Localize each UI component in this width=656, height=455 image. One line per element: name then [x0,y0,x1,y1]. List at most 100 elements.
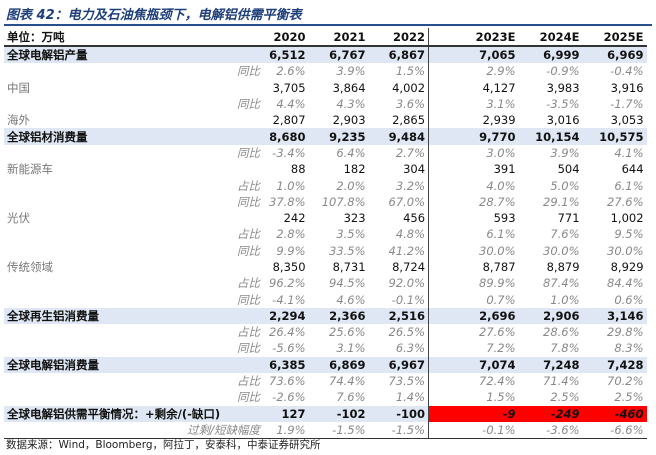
cell-value: 8,350 [272,260,306,274]
table-row: 同比 -2.6% 7.6% 1.4% 1.5% 2.5% 2.5% [4,389,647,406]
table-row: 光伏 242 323 456 593 771 1,002 [4,209,647,227]
cell-value: 2,294 [266,307,309,325]
table-row: 全球电解铝消费量 6,385 6,869 6,967 7,074 7,248 7,428 [4,356,647,373]
table-row: 占比 73.6% 74.4% 73.5% 72.4% 71.4% 70.2% [4,372,647,390]
row-label: 占比 [237,374,260,389]
cell-value: 4.8% [395,227,426,242]
cell-value: 304 [403,162,426,177]
year-header: 2022 [368,28,429,47]
cell-value: 2,939 [428,112,519,129]
cell-value: 2,366 [308,307,369,325]
cell-value: 25.6% [329,325,366,340]
cell-value: 8.3% [614,341,644,356]
cell-value: 8,787 [428,258,519,276]
cell-value: 3.1% [428,95,519,113]
cell-value: 9.5% [614,227,644,242]
cell-value: 7.2% [428,340,519,357]
cell-value: 71.4% [543,374,580,389]
cell-value: 0.6% [614,292,644,307]
row-label: 同比 [237,97,260,112]
table-row: 同比 37.8% 107.8% 67.0% 28.7% 29.1% 27.6% [4,193,647,210]
cell-value: 2,516 [368,307,429,325]
cell-value: 26.5% [388,325,426,340]
cell-value: 74.4% [329,374,366,389]
cell-value: 41.2% [388,243,426,258]
cell-value: 2.6% [276,64,306,79]
table-row: 同比 9.9% 33.5% 41.2% 30.0% 30.0% 30.0% [4,242,647,259]
row-label: 传统领域 [7,260,53,274]
cell-value: -0.9% [546,64,580,79]
cell-value: 33.5% [329,243,366,258]
row-label: 同比 [237,341,260,356]
row-label: 同比 [237,64,260,79]
cell-value: 4.6% [336,292,366,307]
cell-value: 2,903 [332,113,366,128]
cell-value: 4.0% [428,177,519,194]
cell-value: 3,016 [546,113,580,128]
cell-value: -1.5% [308,421,369,440]
cell-value: 30.0% [607,243,644,258]
cell-value: 30.0% [543,243,580,258]
cell-value: 7,065 [428,46,519,64]
cell-value: -1.7% [610,97,644,112]
cell-value: -0.4% [610,64,644,79]
cell-value: 644 [621,162,644,177]
cell-value: 26.4% [269,325,306,340]
cell-value: 30.0% [428,242,519,259]
table-row: 占比 26.4% 25.6% 26.5% 27.6% 28.6% 29.8% [4,324,647,341]
cell-value: -6.6% [582,421,647,440]
table-row: 同比 -5.6% 3.1% 6.3% 7.2% 7.8% 8.3% [4,340,647,357]
year-header: 2021 [308,28,369,47]
cell-value: 3,053 [610,113,644,128]
table-row: 占比 1.0% 2.0% 3.2% 4.0% 5.0% 6.1% [4,177,647,194]
table-row: 全球铝材消费量 8,680 9,235 9,484 9,770 10,154 10,575 [4,128,647,145]
cell-value: 6,967 [368,356,429,373]
cell-value: 96.2% [269,276,306,291]
cell-value: 6,867 [368,46,429,64]
row-label: 海外 [7,113,30,128]
cell-value: 3,916 [610,80,644,95]
table-row: 占比 96.2% 94.5% 92.0% 89.9% 87.4% 84.4% [4,275,647,292]
cell-value: 1.5% [395,64,426,79]
table-row: 全球再生铝消费量 2,294 2,366 2,516 2,696 2,906 3,146 [4,307,647,325]
cell-value: -3.4% [272,145,306,160]
row-label: 同比 [237,390,260,405]
cell-value: 67.0% [388,194,426,209]
cell-value: -5.6% [272,341,306,356]
row-label: 占比 [237,178,260,193]
cell-value: 9.9% [276,243,306,258]
cell-value: 107.8% [321,194,366,209]
cell-value: 1.5% [428,389,519,406]
cell-value: 8,724 [392,260,426,274]
cell-value: 3.2% [395,178,426,193]
cell-value: 94.5% [329,276,366,291]
cell-value: 29.8% [607,325,644,340]
cell-value: 4,002 [392,80,426,95]
cell-value: 127 [266,405,309,422]
row-label: 同比 [237,194,260,209]
cell-value: 7,074 [428,356,519,373]
cell-value: 89.9% [428,275,519,292]
cell-value: 2.5% [550,390,580,405]
cell-value: 2.0% [336,178,366,193]
cell-value: 4.3% [336,97,366,112]
cell-value: 2.7% [395,145,426,160]
cell-value: 1.0% [276,178,306,193]
cell-value: 771 [557,211,580,226]
year-header: 2023E [428,28,519,47]
table-row: 全球电解铝供需平衡情况：+剩余/(-缺口) 127 -102 -100 -9 -249 -4… [4,405,647,422]
cell-value: 6,512 [266,46,309,64]
cell-value: 6,385 [266,356,309,373]
cell-value: 7.6% [550,227,580,242]
table-row: 传统领域 8,350 8,731 8,724 8,787 8,879 8,929 [4,258,647,276]
table-row: 同比 2.6% 3.9% 1.5% 2.9% -0.9% -0.4% [4,63,647,80]
cell-value: 27.6% [607,194,644,209]
row-label: 占比 [237,227,260,242]
cell-value: 2,906 [518,307,583,325]
unit-label: 单位：万吨 [4,28,266,47]
cell-value: 28.7% [428,193,519,210]
cell-value: 6.3% [395,341,426,356]
cell-value: 6.1% [428,226,519,243]
cell-value: 1,002 [610,211,644,226]
row-label: 占比 [237,325,260,340]
